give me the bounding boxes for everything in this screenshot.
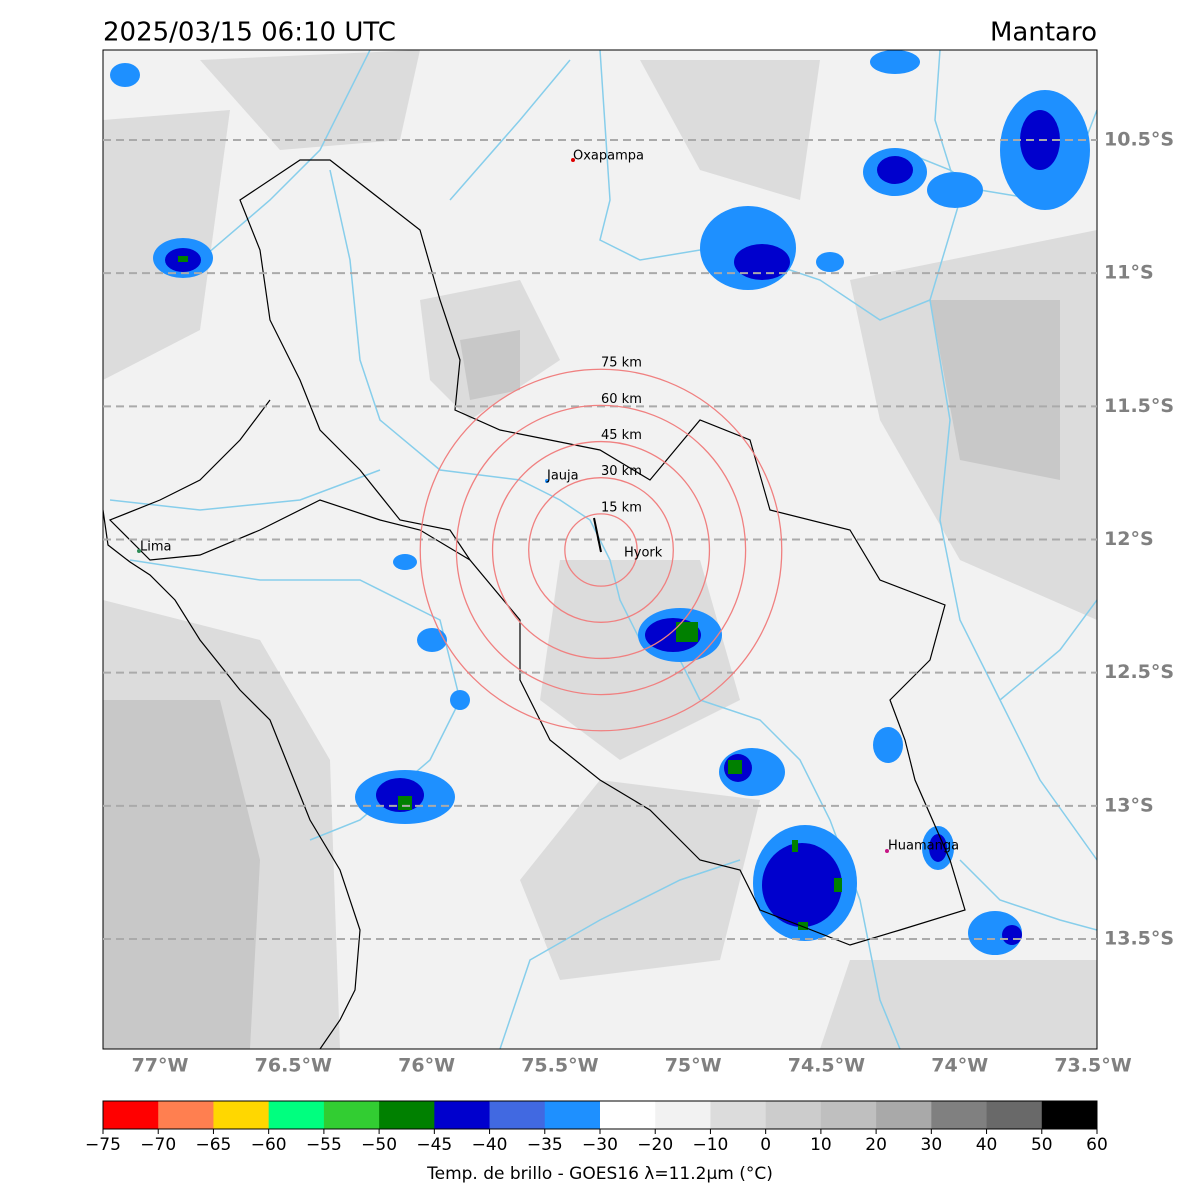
- colorbar-tick-label: −30: [582, 1135, 618, 1155]
- colorbar-segment: [434, 1101, 491, 1129]
- colorbar-tick-label: 20: [865, 1135, 887, 1155]
- lon-label: 74.5°W: [788, 1055, 865, 1077]
- title: 2025/03/15 06:10 UTC: [103, 18, 396, 48]
- ring-label: 60 km: [601, 392, 642, 407]
- colorbar-tick-label: −65: [195, 1135, 231, 1155]
- colorbar-segment: [931, 1101, 988, 1129]
- range-ring: [491, 440, 711, 660]
- graticule: 10.5°S 11°S 11.5°S 12°S 12.5°S 13°S 13.5°S 77°W…: [103, 129, 1174, 1077]
- range-ring: [564, 513, 638, 587]
- city-marker: [571, 158, 575, 162]
- lon-label: 75.5°W: [521, 1055, 598, 1077]
- colorbar-tick-label: −55: [306, 1135, 342, 1155]
- lon-label: 76°W: [398, 1055, 455, 1077]
- colorbar-tick-label: −75: [85, 1135, 121, 1155]
- colorbar-tick-label: −20: [637, 1135, 673, 1155]
- map-frame: [102, 49, 1098, 1050]
- radar-beam: [593, 517, 602, 553]
- colorbar-segment: [544, 1101, 601, 1129]
- colorbar-tick-label: 60: [1086, 1135, 1108, 1155]
- lat-label: 10.5°S: [1104, 129, 1174, 151]
- colorbar-label: Temp. de brillo - GOES16 λ=11.2μm (°C): [426, 1164, 773, 1184]
- colorbar-tick-label: −40: [472, 1135, 508, 1155]
- colorbar-tick-label: 10: [810, 1135, 832, 1155]
- colorbar-segment: [986, 1101, 1043, 1129]
- range-ring: [455, 404, 747, 696]
- colorbar-tick-label: 40: [976, 1135, 998, 1155]
- lon-label: 75°W: [665, 1055, 722, 1077]
- basin-outline: [239, 159, 966, 946]
- colorbar-segment: [600, 1101, 656, 1129]
- colorbar-segment: [876, 1101, 932, 1129]
- lat-label: 13.5°S: [1104, 928, 1174, 950]
- colorbar: −75 −70 −65 −60 −55 −50 −45 −40 −35 −30 −20 −10 0 10 2…: [85, 1100, 1108, 1155]
- colorbar-tick-label: 30: [921, 1135, 943, 1155]
- colorbar-tick-label: −45: [416, 1135, 452, 1155]
- lat-label: 13°S: [1104, 794, 1154, 816]
- city-marker: [545, 479, 549, 483]
- cities: Oxapampa Jauja Hyork Lima Huamanga: [137, 149, 959, 854]
- sub-basin-outline: [108, 399, 471, 561]
- range-rings: 15 km 30 km 45 km 60 km 75 km: [419, 356, 783, 732]
- ring-label: 15 km: [601, 500, 642, 515]
- colorbar-segment: [379, 1101, 435, 1129]
- lon-label: 73.5°W: [1054, 1055, 1131, 1077]
- city-label: Huamanga: [888, 839, 959, 854]
- colorbar-segment: [710, 1101, 767, 1129]
- lat-label: 12°S: [1104, 528, 1154, 550]
- map-image: [103, 50, 1097, 1049]
- lon-label: 74°W: [931, 1055, 988, 1077]
- city-marker: [885, 849, 889, 853]
- city-marker: [137, 549, 141, 553]
- ring-label: 75 km: [601, 356, 642, 371]
- colorbar-tick-label: −35: [527, 1135, 563, 1155]
- coastline: [103, 509, 361, 1049]
- colorbar-segment: [820, 1101, 877, 1129]
- colorbar-segment: [103, 1101, 159, 1129]
- ring-label: 30 km: [601, 464, 642, 479]
- city-label: Jauja: [546, 469, 579, 484]
- colorbar-segment: [268, 1101, 325, 1129]
- colorbar-segment: [213, 1101, 270, 1129]
- colorbar-tick-label: 0: [760, 1135, 771, 1155]
- colorbar-segment: [765, 1101, 822, 1129]
- lat-label: 12.5°S: [1104, 661, 1174, 683]
- lon-label: 77°W: [132, 1055, 189, 1077]
- colorbar-tick-label: 50: [1031, 1135, 1053, 1155]
- colorbar-segment: [1041, 1101, 1098, 1129]
- cloud-patches-dark: [103, 300, 1060, 1049]
- lat-label: 11.5°S: [1104, 395, 1174, 417]
- range-ring: [419, 368, 783, 732]
- city-label: Lima: [140, 540, 171, 555]
- city-label: Oxapampa: [573, 149, 644, 164]
- colorbar-segment: [323, 1101, 380, 1129]
- colorbar-segment: [158, 1101, 214, 1129]
- colorbar-segment: [655, 1101, 711, 1129]
- colorbar-tick-label: −10: [692, 1135, 728, 1155]
- cold-cloud-tops: [110, 50, 1090, 955]
- colorbar-tick-label: −60: [251, 1135, 287, 1155]
- range-ring: [528, 477, 674, 623]
- city-label: Hyork: [624, 546, 663, 561]
- region: Mantaro: [990, 18, 1097, 48]
- lon-label: 76.5°W: [255, 1055, 332, 1077]
- colorbar-segment: [489, 1101, 546, 1129]
- lat-label: 11°S: [1104, 262, 1154, 284]
- colorbar-tick-label: −50: [361, 1135, 397, 1155]
- colorbar-tick-label: −70: [140, 1135, 176, 1155]
- ring-label: 45 km: [601, 428, 642, 443]
